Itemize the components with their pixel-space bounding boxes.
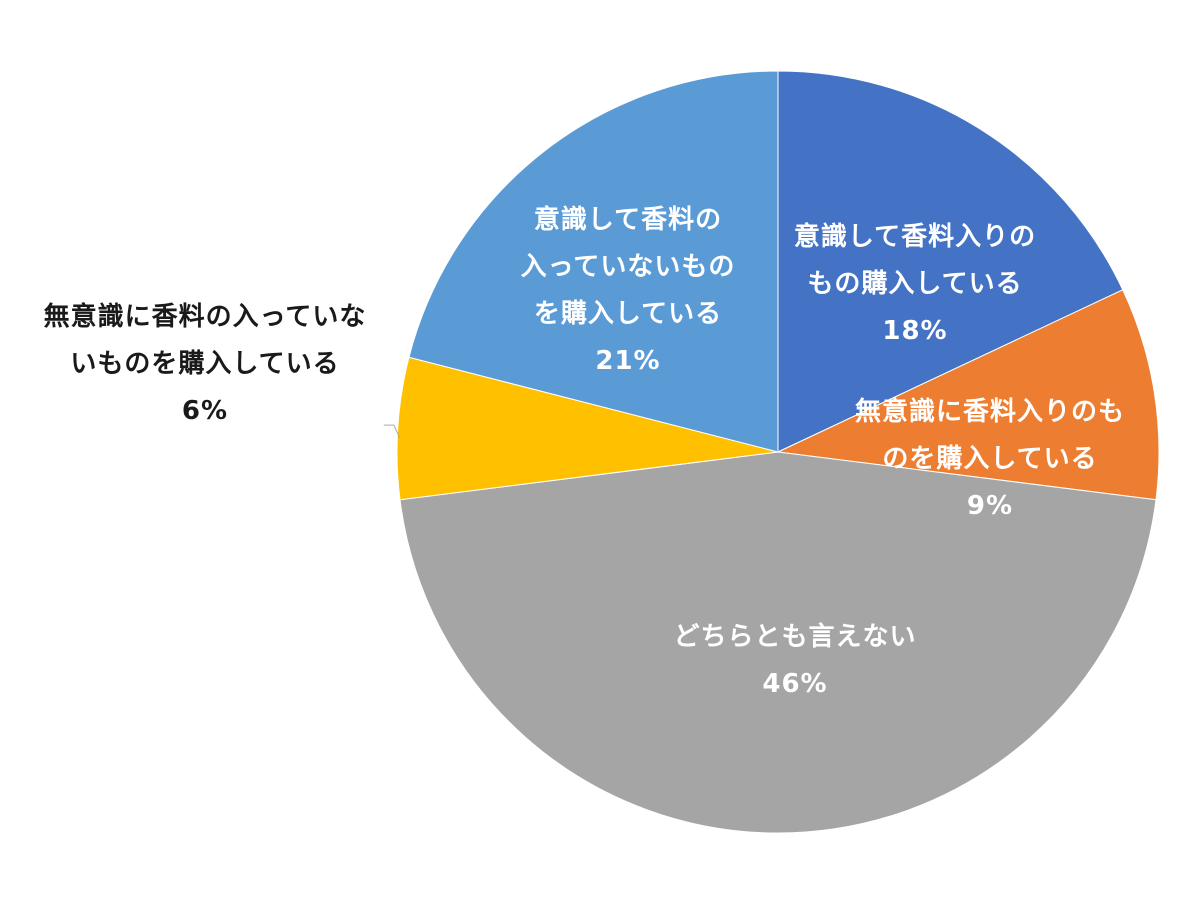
pie-slice-5 <box>408 70 779 453</box>
slice-value-5: 21% <box>595 346 660 376</box>
slice-label-2: 無意識に香料入りのものを購入している 9% <box>855 396 1125 521</box>
slice-label-line: 無意識に香料入りのも <box>855 396 1125 427</box>
slice-label-3: どちらとも言えない 46% <box>673 622 916 699</box>
leader-line-4 <box>383 424 401 439</box>
slice-label-line: いものを購入している <box>70 349 339 379</box>
slice-labels: 意識して香料入りのもの購入している 18% 無意識に香料入りのものを購入している 9%… <box>44 204 1125 699</box>
slice-value-4: 6% <box>182 396 228 426</box>
slice-label-1: 意識して香料入りのもの購入している 18% <box>794 221 1036 346</box>
slice-label-line: のを購入している <box>882 444 1097 474</box>
pie-slice-3 <box>399 451 1157 834</box>
slice-value-3: 46% <box>762 669 827 699</box>
slice-label-4: 無意識に香料の入っていないものを購入している 6% <box>44 301 367 426</box>
slice-value-1: 18% <box>882 316 947 346</box>
slice-label-line: 無意識に香料の入っていな <box>44 301 367 332</box>
slice-label-line: を購入している <box>534 299 722 329</box>
leader-lines <box>383 424 401 439</box>
slice-label-line: 意識して香料入りの <box>794 221 1036 252</box>
slice-label-line: 入っていないもの <box>521 252 736 282</box>
pie-slices <box>396 70 1160 834</box>
pie-slice-4 <box>396 356 779 501</box>
slice-label-line: 意識して香料の <box>534 204 722 235</box>
slice-label-5: 意識して香料の入っていないものを購入している 21% <box>521 204 736 376</box>
slice-label-line: どちらとも言えない <box>673 622 916 652</box>
slice-label-line: もの購入している <box>807 269 1022 299</box>
slice-value-2: 9% <box>967 491 1013 521</box>
pie-slice-2 <box>776 289 1160 501</box>
pie-slice-1 <box>777 70 1124 453</box>
